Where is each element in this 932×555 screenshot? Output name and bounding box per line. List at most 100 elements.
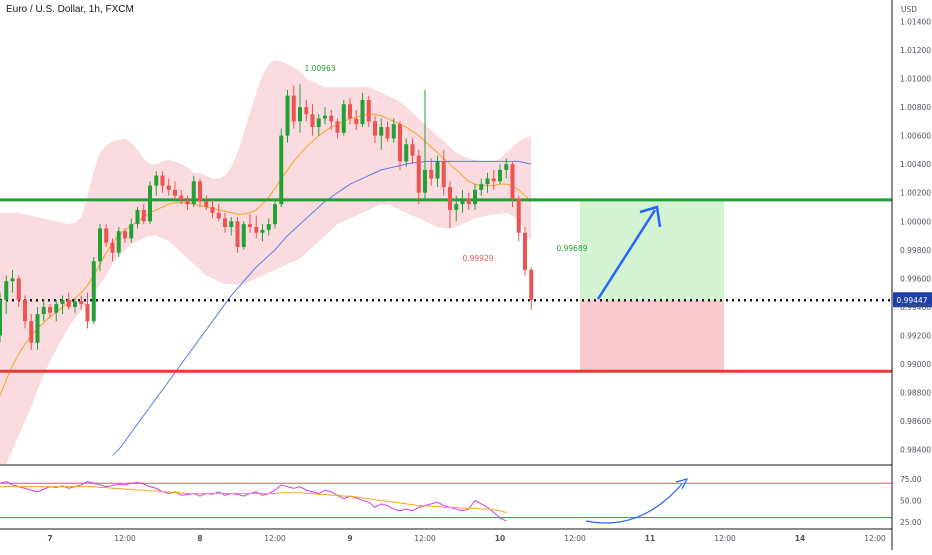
candle-body [454, 204, 459, 210]
candle-body [279, 135, 284, 205]
time-tick-label: 8 [197, 534, 202, 543]
target-arrow-head[interactable] [639, 205, 662, 228]
rsi-line [0, 480, 507, 522]
candle-body [216, 212, 221, 219]
candle-body [410, 144, 415, 156]
price-tick-label: 0.99600 [900, 274, 931, 283]
currency-label: USD [901, 5, 917, 14]
candle-body [185, 199, 190, 205]
candle-body [423, 169, 427, 193]
price-tick-label: 1.00600 [900, 132, 931, 141]
candle-body [160, 175, 165, 186]
mid-price-label: 0.99689 [556, 244, 587, 253]
bollinger-bands [0, 59, 532, 464]
candle-body [204, 201, 209, 208]
candle-body [104, 228, 109, 243]
time-tick-label: 11 [645, 534, 655, 543]
candle-body [510, 164, 515, 199]
time-tick-label: 12:00 [714, 534, 736, 543]
candle-body [135, 209, 140, 225]
candle-body [98, 228, 102, 262]
time-tick-label: 12:00 [564, 534, 586, 543]
stop-zone [580, 300, 724, 372]
candle-body [366, 99, 371, 122]
price-tick-label: 1.00200 [900, 189, 931, 198]
candle-body [316, 118, 321, 128]
rsi-arrow-curve [585, 483, 683, 524]
candle-body [529, 269, 534, 300]
price-tick-label: 1.00000 [900, 217, 931, 226]
candle-body [348, 104, 352, 119]
candle-body [116, 231, 121, 253]
candle-body [154, 175, 159, 186]
candle-body [141, 209, 146, 222]
candle-body [54, 304, 59, 313]
candle-body [416, 155, 421, 193]
candle-body [66, 299, 71, 307]
candle-body [48, 306, 52, 313]
candle-body [498, 169, 502, 182]
candle-body [210, 207, 215, 213]
low-price-label: 0.99929 [462, 254, 493, 263]
candle-body [385, 127, 390, 139]
candle-body [335, 121, 340, 133]
candle-body [166, 185, 171, 190]
candle-body [79, 301, 84, 305]
candle-body [235, 221, 240, 247]
candle-body [35, 314, 40, 343]
candle-body [91, 261, 96, 322]
rsi-tick-label: 50.00 [900, 496, 922, 505]
candle-body [304, 107, 309, 115]
rsi-panel [0, 478, 892, 524]
candle-body [448, 187, 452, 210]
candle-body [341, 104, 346, 133]
candle-body [254, 227, 259, 233]
target-arrow-line[interactable] [596, 209, 657, 300]
time-tick-label: 9 [347, 534, 352, 543]
candle-body [248, 224, 252, 228]
time-tick-label: 14 [795, 534, 805, 543]
candle-body [223, 218, 227, 228]
candle-body [179, 195, 184, 200]
candle-body [10, 278, 15, 282]
time-tick-label: 12:00 [114, 534, 136, 543]
candle-body [285, 95, 290, 136]
ma-slow-line [112, 160, 532, 456]
candle-body [460, 198, 465, 205]
candle-body [241, 224, 246, 247]
candle-body [29, 321, 34, 343]
candle-body [60, 299, 65, 305]
price-tick-label: 0.99000 [900, 360, 931, 369]
candle-body [379, 127, 384, 136]
time-tick-label: 12:00 [264, 534, 286, 543]
candle-body [148, 185, 152, 222]
price-tick-label: 1.00400 [900, 160, 931, 169]
candle-body [291, 95, 296, 122]
candle-body [85, 304, 90, 322]
candle-body [373, 121, 377, 136]
candle-body [404, 144, 409, 162]
price-tick-label: 1.01200 [900, 46, 931, 55]
candle-body [310, 114, 315, 128]
candle-body [0, 299, 2, 336]
price-tick-label: 0.98600 [900, 417, 931, 426]
candles [0, 84, 534, 350]
candle-body [23, 299, 27, 322]
candle-body [523, 232, 527, 270]
time-tick-label: 7 [47, 534, 52, 543]
candle-body [429, 169, 434, 179]
candle-body [398, 124, 402, 162]
price-tick-label: 0.99800 [900, 246, 931, 255]
rsi-tick-label: 25.00 [900, 518, 922, 527]
time-tick-label: 10 [495, 534, 505, 543]
candle-body [391, 124, 396, 139]
bollinger-band-fill [0, 59, 532, 464]
candle-body [4, 281, 9, 300]
time-axis[interactable]: 7 12:00 8 12:00 9 12:00 10 12:00 11 12:00 14 12:00 [47, 534, 886, 543]
price-tick-label: 1.01000 [900, 75, 931, 84]
candle-body [323, 115, 327, 119]
trade-zones [580, 199, 724, 372]
